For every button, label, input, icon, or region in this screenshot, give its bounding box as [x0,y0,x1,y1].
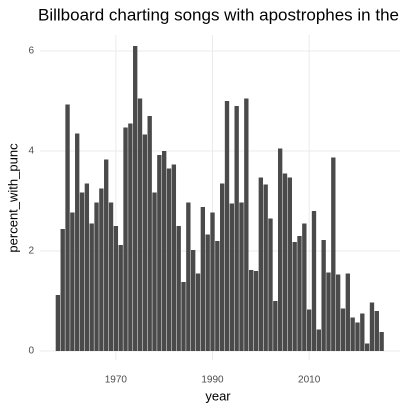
bar [215,241,220,351]
bar [181,282,186,351]
bar [350,317,355,351]
bar [297,236,302,351]
bar [258,177,264,351]
y-tick-label: 2 [28,246,34,257]
bar [229,203,235,351]
bar [321,240,326,351]
bar [263,184,268,351]
bar [374,311,379,351]
bar [360,313,365,351]
bar [273,301,278,351]
y-axis-title: percent_with_punc [5,143,20,253]
bar [248,270,254,351]
bar [268,218,273,351]
bar [345,273,350,351]
bar [152,192,157,351]
bar [244,98,249,351]
bar [104,159,109,351]
bar [70,212,75,351]
y-tick-label: 0 [28,346,34,357]
bar [239,202,244,351]
x-tick-label: 1970 [105,375,128,386]
bar [94,202,99,351]
chart-title: Billboard charting songs with apostrophe… [38,5,399,24]
bar [326,272,331,351]
bar [162,151,167,351]
bar [210,212,215,351]
bar [287,177,292,351]
bar [277,148,283,351]
bar [369,302,375,351]
bar [89,223,94,351]
bar [60,229,65,351]
bar [311,211,317,351]
bar [220,183,225,351]
bar [200,207,206,351]
x-axis-title: year [205,388,231,403]
bar [331,157,336,351]
bar [306,309,312,351]
bar [316,329,321,351]
bar [234,106,239,351]
bar [186,202,191,351]
bar [137,98,143,351]
y-tick-label: 6 [28,46,34,57]
bar [191,250,196,351]
bar [84,183,90,351]
bar [340,308,346,351]
bar [355,322,360,351]
bar [302,223,307,351]
bar [123,127,128,351]
bar [113,226,119,351]
bar [128,123,133,351]
bar [364,343,370,351]
bar [99,188,104,351]
bar [75,133,80,351]
bar [292,242,297,351]
bar [133,46,138,351]
bar [65,104,70,351]
bar [379,332,384,351]
bar [224,101,230,351]
bar [176,226,181,351]
bar [253,271,259,351]
x-tick-label: 2010 [298,375,321,386]
bar [79,192,85,351]
bar [171,164,177,351]
bar [157,155,162,351]
bar [205,234,210,351]
bar [335,274,341,351]
bar [282,173,288,351]
bar [118,245,123,351]
x-tick-label: 1990 [201,375,224,386]
bar [166,168,172,351]
y-tick-label: 4 [28,146,34,157]
bar [142,134,148,351]
bar [108,202,114,351]
bar [147,116,152,351]
bar [195,273,201,351]
bar [55,295,61,351]
